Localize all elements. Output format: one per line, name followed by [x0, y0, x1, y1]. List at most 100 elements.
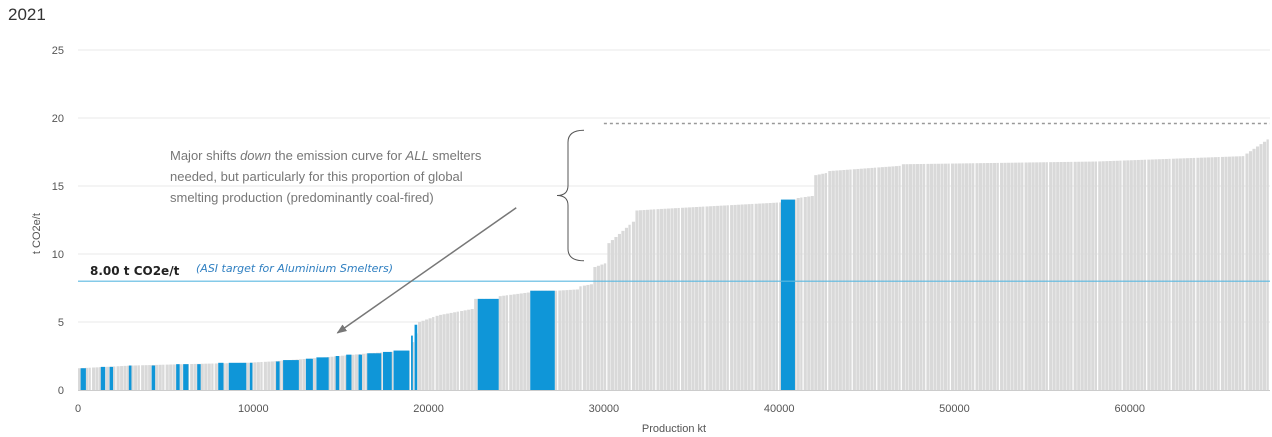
curve-bar: [638, 210, 643, 390]
highlighted-bar: [197, 364, 201, 390]
curve-bar: [340, 355, 345, 390]
curve-bar: [610, 240, 614, 390]
curve-bar: [877, 167, 881, 390]
curve-bar: [1119, 160, 1122, 390]
x-tick-label: 10000: [238, 403, 269, 415]
curve-bar: [1063, 161, 1067, 390]
curve-bar: [765, 203, 769, 390]
y-tick-label: 0: [58, 385, 64, 397]
curve-bar: [1045, 162, 1048, 390]
curve-bar: [579, 286, 582, 390]
curve-bar: [684, 207, 688, 390]
curve-bar: [1192, 157, 1196, 390]
curve-bar: [333, 356, 337, 390]
curve-bar: [905, 164, 909, 390]
curve-bar: [505, 295, 509, 390]
curve-bar: [1038, 162, 1042, 390]
curve-bar: [1112, 160, 1116, 390]
curve-bar: [856, 168, 860, 390]
curve-bar: [113, 366, 116, 390]
curve-bar: [849, 169, 852, 390]
curve-bar: [964, 163, 969, 390]
curve-bar: [88, 367, 91, 390]
curve-bar: [947, 163, 950, 390]
curve-bar: [428, 318, 432, 390]
curve-bar: [817, 174, 821, 390]
curve-bar: [807, 196, 811, 390]
highlighted-bar: [335, 356, 340, 390]
curve-bar: [1231, 156, 1235, 390]
curve-bar: [1098, 161, 1102, 390]
curve-bar: [453, 312, 457, 390]
curve-bar: [1213, 157, 1218, 390]
curve-bar: [666, 208, 671, 390]
curve-bar: [1000, 162, 1004, 390]
curve-bar: [95, 367, 99, 390]
curve-bar: [898, 165, 901, 390]
curve-bar: [989, 163, 993, 390]
curve-bar: [1185, 158, 1189, 390]
highlighted-bar: [183, 364, 189, 390]
curve-bar: [1017, 162, 1021, 390]
curve-bar: [134, 365, 138, 390]
curve-bar: [1248, 151, 1253, 390]
curve-bar: [677, 207, 680, 390]
x-tick-label: 0: [75, 403, 81, 415]
curve-bar: [554, 290, 558, 390]
curve-bar: [460, 310, 464, 390]
curve-bar: [943, 163, 948, 390]
curve-bar: [768, 202, 772, 390]
curve-bar: [1105, 161, 1109, 390]
curve-bar: [691, 207, 695, 390]
curve-bar: [712, 206, 716, 390]
curve-bar: [982, 163, 986, 390]
annotation-text-segment: the emission curve for: [271, 148, 405, 163]
annotation-arrow: [336, 207, 517, 334]
curve-bar: [302, 358, 306, 390]
curve-bar: [204, 363, 208, 390]
curve-bar: [144, 365, 148, 390]
curve-bar: [85, 367, 89, 390]
curve-bar: [1101, 161, 1105, 390]
curve-bar: [1024, 162, 1028, 390]
curve-bar: [950, 163, 955, 390]
curve-bar: [207, 363, 211, 390]
curve-bar: [922, 163, 926, 390]
curve-bar: [575, 289, 579, 390]
curve-bar: [467, 309, 471, 390]
curve-bar: [137, 365, 140, 390]
curve-bar: [1014, 162, 1018, 390]
annotation-text-segment: smelters: [429, 148, 482, 163]
highlighted-bar: [305, 358, 313, 390]
curve-bar: [1266, 139, 1269, 390]
curve-bar: [681, 207, 685, 390]
curve-bar: [873, 167, 877, 390]
curve-bar: [758, 203, 762, 390]
curve-bar: [863, 168, 867, 390]
curve-bar: [908, 164, 912, 390]
curve-bar: [723, 205, 727, 390]
curve-bar: [148, 365, 152, 390]
curve-bar: [351, 354, 355, 390]
curve-bar: [1010, 162, 1014, 390]
curve-bar: [463, 310, 467, 390]
curve-bar: [1168, 158, 1171, 390]
curve-bar: [957, 163, 962, 390]
x-axis-title: Production kt: [642, 423, 706, 435]
annotation-text-segment: Major shifts: [170, 148, 240, 163]
curve-bar: [866, 168, 870, 390]
curve-bar: [1175, 158, 1179, 390]
curve-bar: [831, 170, 835, 390]
curve-bar: [169, 364, 173, 390]
curve-bar: [600, 264, 604, 390]
curve-bar: [698, 206, 702, 390]
curve-bar: [274, 361, 278, 390]
curve-bar: [936, 163, 941, 390]
curve-bar: [670, 208, 674, 390]
curve-bar: [740, 204, 744, 390]
curve-bar: [1108, 161, 1112, 390]
annotation-text-segment: needed, but particularly for this propor…: [170, 169, 463, 184]
curve-bar: [1070, 161, 1073, 390]
curly-brace: [556, 129, 585, 262]
